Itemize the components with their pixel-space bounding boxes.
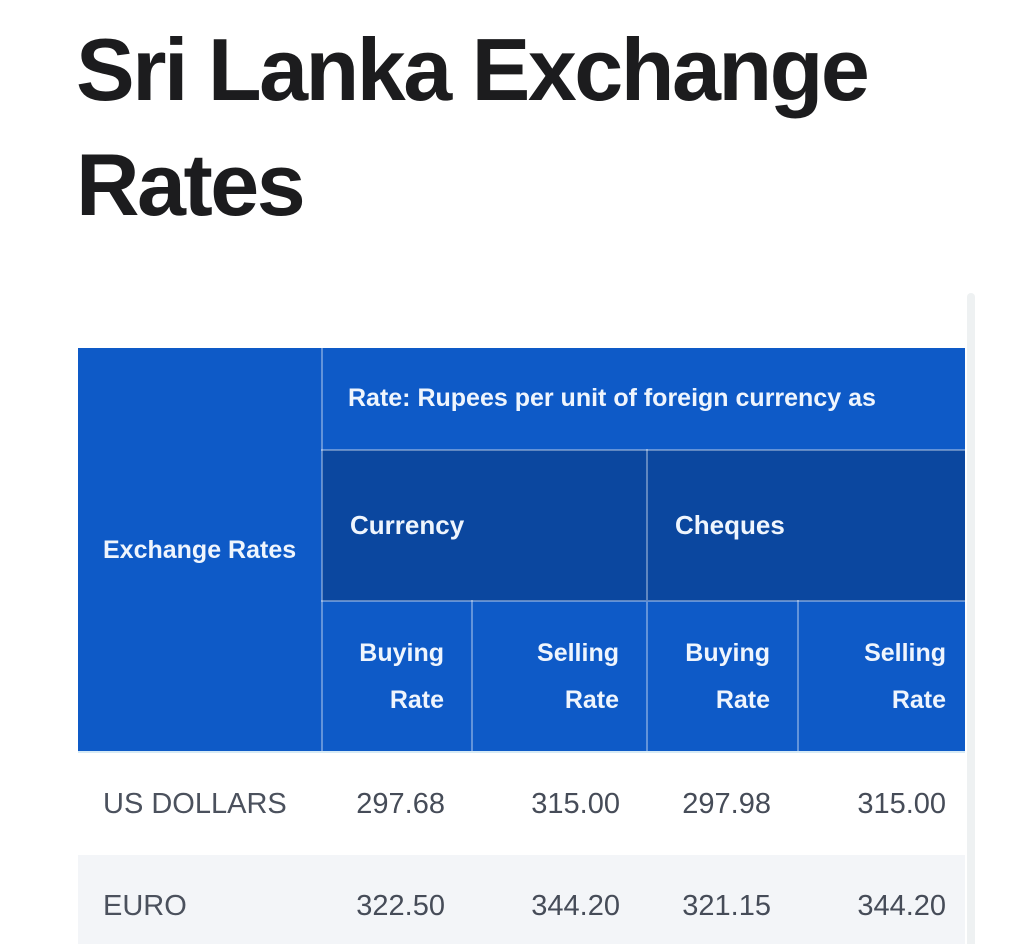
rate-value: 315.00 — [472, 752, 647, 855]
rate-note-header: Rate: Rupees per unit of foreign currenc… — [322, 348, 965, 451]
rate-value: 297.68 — [322, 752, 472, 855]
group-header-currency: Currency — [322, 450, 647, 602]
exchange-rates-table: Exchange Rates Rate: Rupees per unit of … — [78, 348, 965, 944]
rate-note-text: Rate: Rupees per unit of foreign currenc… — [348, 384, 876, 412]
subheader-cheques-buying-rate: Buying Rate — [646, 601, 798, 753]
exchange-rates-table-container[interactable]: Exchange Rates Rate: Rupees per unit of … — [78, 348, 965, 944]
page-title: Sri Lanka Exchange Rates — [76, 20, 870, 234]
subheader-currency-selling-rate: Selling Rate — [471, 601, 647, 753]
rate-value: 321.15 — [647, 855, 798, 944]
rate-value: 315.00 — [798, 752, 965, 855]
subheader-cheques-selling-rate: Selling Rate — [796, 601, 965, 753]
corner-header-exchange-rates: Exchange Rates — [78, 348, 323, 753]
vertical-scrollbar[interactable] — [967, 293, 975, 944]
rate-value: 344.20 — [472, 855, 647, 944]
rate-value: 344.20 — [798, 855, 965, 944]
currency-name: EURO — [78, 855, 322, 944]
subheader-currency-buying-rate: Buying Rate — [322, 601, 472, 753]
table-row-euro: EURO 322.50 344.20 321.15 344.20 — [78, 855, 965, 944]
rate-value: 322.50 — [322, 855, 472, 944]
currency-name: US DOLLARS — [78, 752, 322, 855]
rate-value: 297.98 — [647, 752, 798, 855]
group-header-cheques: Cheques — [645, 450, 965, 602]
table-row-us-dollars: US DOLLARS 297.68 315.00 297.98 315.00 — [78, 752, 965, 855]
